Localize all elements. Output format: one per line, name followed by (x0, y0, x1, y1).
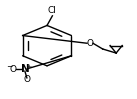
Text: Cl: Cl (48, 6, 57, 15)
Text: O: O (86, 39, 93, 48)
Text: −: − (6, 62, 12, 71)
Text: O: O (9, 65, 16, 74)
Text: +: + (26, 64, 31, 69)
Text: N: N (21, 64, 29, 74)
Text: O: O (23, 75, 30, 84)
